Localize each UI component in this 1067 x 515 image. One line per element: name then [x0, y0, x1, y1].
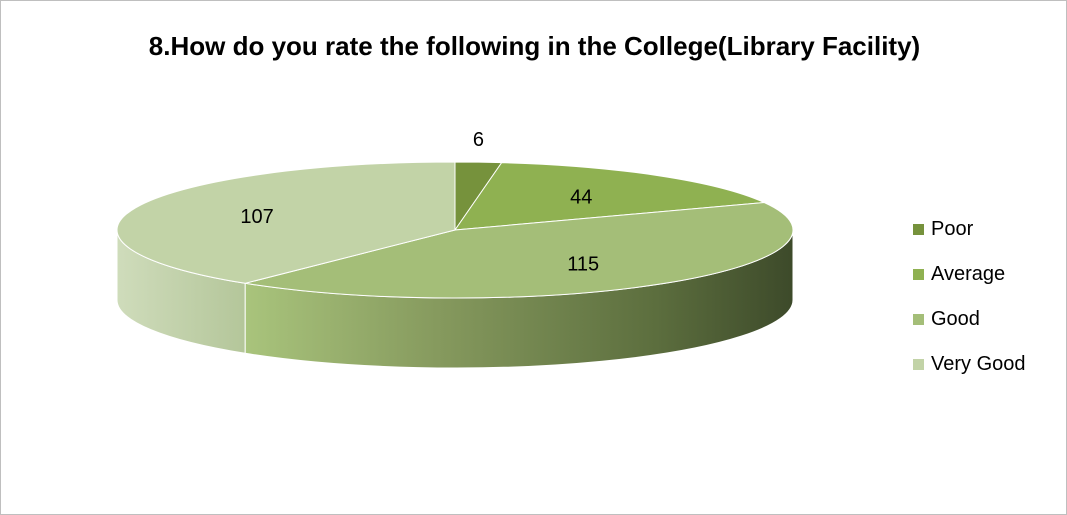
data-label-poor: 6 — [473, 129, 484, 151]
legend-label-average: Average — [931, 263, 1006, 285]
data-label-very-good: 107 — [240, 206, 273, 228]
pie-tops — [116, 161, 794, 299]
data-label-average: 44 — [570, 186, 592, 208]
legend-label-poor: Poor — [931, 218, 974, 240]
pie-slice-good — [245, 202, 794, 299]
legend-label-good: Good — [931, 308, 980, 330]
pie-slice-very-good — [116, 161, 456, 284]
legend-swatch-good — [913, 314, 924, 325]
pie-labels: 6 44 115 107 — [240, 129, 599, 275]
pie-slice-average — [453, 162, 767, 231]
chart-title: 8.How do you rate the following in the C… — [148, 31, 921, 61]
legend-item-poor: Poor — [913, 207, 1026, 252]
legend-swatch-average — [913, 269, 924, 280]
legend-item-good: Good — [913, 297, 1026, 342]
legend-item-very-good: Very Good — [913, 342, 1026, 387]
legend: Poor Average Good Very Good — [913, 207, 1026, 387]
legend-label-very-good: Very Good — [931, 353, 1026, 375]
legend-swatch-poor — [913, 224, 924, 235]
data-label-good: 115 — [567, 253, 599, 275]
legend-item-average: Average — [913, 252, 1026, 297]
legend-swatch-very-good — [913, 359, 924, 370]
